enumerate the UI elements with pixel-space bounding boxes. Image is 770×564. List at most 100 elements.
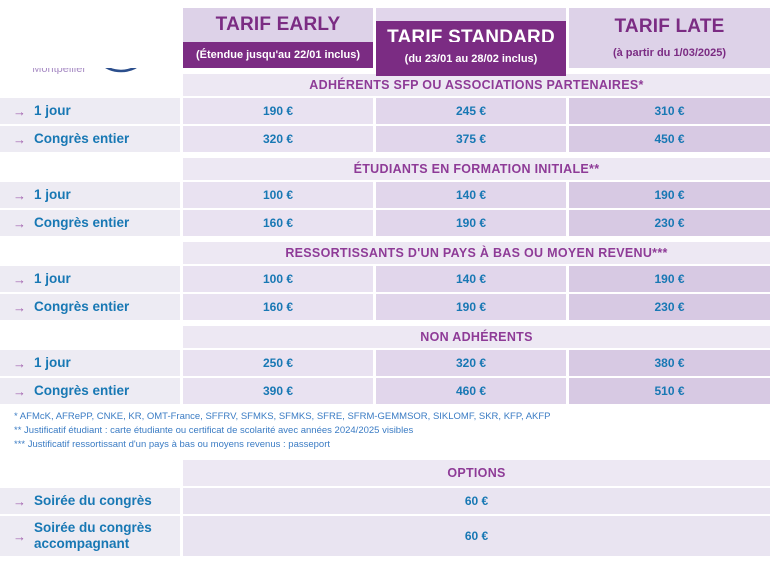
row-label: Congrès entier — [34, 298, 130, 314]
footnote-low-income: *** Justificatif ressortissant d'un pays… — [14, 439, 331, 450]
section-title: ÉTUDIANTS EN FORMATION INITIALE** — [183, 158, 770, 180]
price: 100 € — [262, 188, 294, 202]
tariff-table: TARIF EARLY (Étendue jusqu'au 22/01 incl… — [0, 8, 770, 558]
row-label-cell: → Congrès entier — [0, 126, 180, 152]
arrow-icon: → — [13, 493, 26, 509]
section-header-non-adherents: NON ADHÉRENTS — [0, 326, 770, 348]
price-cell-early: 250 € — [183, 350, 373, 376]
price: 190 € — [455, 300, 487, 314]
column-header-late: TARIF LATE (à partir du 1/03/2025) — [569, 8, 770, 68]
row-label: Congrès entier — [34, 130, 130, 146]
section-header-adherents: ADHÉRENTS SFP OU ASSOCIATIONS PARTENAIRE… — [0, 74, 770, 96]
table-row: → 1 jour 100 € 140 € 190 € — [0, 182, 770, 208]
price-cell-early: 320 € — [183, 126, 373, 152]
price: 160 € — [262, 300, 294, 314]
price-cell-late: 230 € — [569, 210, 770, 236]
price: 60 € — [464, 529, 489, 544]
standard-subtitle: (du 23/01 au 28/02 inclus) — [376, 42, 566, 76]
price-cell-standard: 375 € — [376, 126, 566, 152]
footnotes: * AFMcK, AFRePP, CNKE, KR, OMT-France, S… — [14, 410, 770, 452]
table-row: → Congrès entier 390 € 460 € 510 € — [0, 378, 770, 404]
price: 250 € — [262, 356, 294, 370]
price: 160 € — [262, 216, 294, 230]
arrow-icon: → — [13, 187, 26, 203]
row-label: 1 jour — [34, 354, 71, 370]
price-cell-late: 510 € — [569, 378, 770, 404]
arrow-icon: → — [13, 383, 26, 399]
row-label-cell: → 1 jour — [0, 182, 180, 208]
price: 190 € — [455, 216, 487, 230]
band-spacer — [0, 326, 180, 348]
table-row: → 1 jour 250 € 320 € 380 € — [0, 350, 770, 376]
price: 510 € — [654, 384, 685, 398]
header-spacer — [0, 8, 180, 68]
band-spacer — [0, 158, 180, 180]
band-spacer — [0, 74, 180, 96]
price: 390 € — [262, 384, 294, 398]
table-row: → 1 jour 190 € 245 € 310 € — [0, 98, 770, 124]
section-title: NON ADHÉRENTS — [183, 326, 770, 348]
price: 100 € — [262, 272, 294, 286]
arrow-icon: → — [13, 271, 26, 287]
row-label-cell: → Congrès entier — [0, 378, 180, 404]
price-cell-standard: 140 € — [376, 266, 566, 292]
arrow-icon: → — [13, 528, 26, 544]
late-title: TARIF LATE — [614, 16, 725, 37]
price: 310 € — [654, 104, 685, 118]
price-cell-late: 230 € — [569, 294, 770, 320]
price: 140 € — [455, 188, 487, 202]
table-row: → Congrès entier 320 € 375 € 450 € — [0, 126, 770, 152]
options-title: OPTIONS — [183, 460, 770, 486]
late-subtitle: (à partir du 1/03/2025) — [612, 47, 727, 59]
row-label: Congrès entier — [34, 214, 130, 230]
arrow-icon: → — [13, 355, 26, 371]
price-cell-late: 450 € — [569, 126, 770, 152]
option-price-cell: 60 € — [183, 488, 770, 514]
band-spacer — [0, 460, 180, 486]
price: 230 € — [654, 216, 685, 230]
price-cell-early: 160 € — [183, 294, 373, 320]
arrow-icon: → — [13, 131, 26, 147]
row-label: Soirée du congrès — [34, 492, 152, 508]
price: 460 € — [455, 384, 487, 398]
early-subtitle: (Étendue jusqu'au 22/01 inclus) — [183, 42, 373, 68]
section-header-etudiants: ÉTUDIANTS EN FORMATION INITIALE** — [0, 158, 770, 180]
row-label: Soirée du congrès accompagnant — [34, 520, 152, 552]
section-header-ressortissants: RESSORTISSANTS D'UN PAYS À BAS OU MOYEN … — [0, 242, 770, 264]
price-cell-early: 160 € — [183, 210, 373, 236]
row-label: 1 jour — [34, 102, 71, 118]
price: 320 € — [455, 356, 487, 370]
price: 245 € — [455, 104, 487, 118]
price-cell-late: 380 € — [569, 350, 770, 376]
option-row: → Soirée du congrès accompagnant 60 € — [0, 516, 770, 557]
section-title: RESSORTISSANTS D'UN PAYS À BAS OU MOYEN … — [183, 242, 770, 264]
price-cell-early: 100 € — [183, 266, 373, 292]
price-cell-late: 190 € — [569, 266, 770, 292]
section-title: ADHÉRENTS SFP OU ASSOCIATIONS PARTENAIRE… — [183, 74, 770, 96]
price-cell-early: 100 € — [183, 182, 373, 208]
row-label-cell: → 1 jour — [0, 98, 180, 124]
row-label-cell: → 1 jour — [0, 266, 180, 292]
price: 230 € — [654, 300, 685, 314]
price-cell-early: 390 € — [183, 378, 373, 404]
price: 190 € — [654, 272, 685, 286]
price: 380 € — [654, 356, 685, 370]
arrow-icon: → — [13, 103, 26, 119]
footnote-students: ** Justificatif étudiant : carte étudian… — [14, 425, 414, 436]
price: 140 € — [455, 272, 487, 286]
table-row: → Congrès entier 160 € 190 € 230 € — [0, 210, 770, 236]
band-spacer — [0, 242, 180, 264]
row-label: 1 jour — [34, 186, 71, 202]
column-header-standard: TARIF STANDARD (du 23/01 au 28/02 inclus… — [376, 8, 566, 76]
row-label: 1 jour — [34, 270, 71, 286]
row-label-cell: → Congrès entier — [0, 294, 180, 320]
price-cell-late: 310 € — [569, 98, 770, 124]
price-cell-standard: 245 € — [376, 98, 566, 124]
price-cell-early: 190 € — [183, 98, 373, 124]
price: 190 € — [262, 104, 294, 118]
price-cell-standard: 190 € — [376, 294, 566, 320]
price-cell-standard: 140 € — [376, 182, 566, 208]
table-row: → Congrès entier 160 € 190 € 230 € — [0, 294, 770, 320]
price-cell-standard: 460 € — [376, 378, 566, 404]
